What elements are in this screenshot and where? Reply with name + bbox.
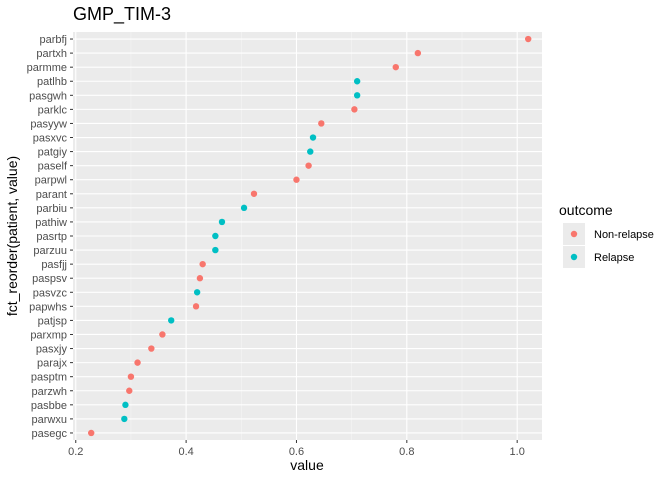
legend-key-relapse (570, 253, 578, 261)
major-gridlines (73, 32, 542, 440)
point-parmme (392, 63, 399, 71)
y-tick-label: pasgwh (29, 90, 67, 102)
legend-key-non-relapse (570, 230, 578, 238)
y-tick-label: pasegc (32, 428, 68, 440)
y-tick-label: pasyyw (30, 118, 67, 130)
y-tick-label: patjsp (38, 315, 67, 327)
y-tick-label: pasfjj (41, 259, 67, 271)
point-papwhs (192, 303, 200, 310)
y-tick-label: parajx (37, 358, 67, 370)
point-parwxu (121, 415, 128, 423)
y-tick-label: parbiu (36, 203, 67, 215)
point-parzwh (126, 387, 133, 394)
point-parant (250, 190, 258, 197)
legend-label: Non-relapse (594, 229, 654, 241)
y-tick-label: parzuu (33, 245, 67, 257)
point-patgiy (307, 148, 314, 155)
y-tick-label: pasptm (31, 372, 67, 384)
point-pasrtp (212, 232, 219, 240)
y-tick-label: pasvzc (33, 287, 68, 299)
x-tick-label: 0.6 (289, 446, 304, 458)
legend-title: outcome (559, 202, 613, 218)
point-parxmp (159, 331, 166, 338)
y-tick-label: patlhb (37, 76, 67, 88)
point-parbfj (525, 35, 532, 43)
point-pasptm (127, 373, 135, 380)
point-partxh (414, 49, 422, 57)
x-tick-label: 0.2 (68, 446, 83, 458)
point-parklc (351, 106, 358, 113)
y-tick-label: pasxvc (33, 133, 68, 145)
point-pasyyw (318, 120, 325, 127)
point-pathiw (218, 218, 226, 226)
y-tick-label: pasxjy (36, 344, 68, 356)
chart-title: GMP_TIM-3 (73, 4, 171, 25)
y-tick-label: parpwl (35, 175, 67, 187)
point-pasegc (88, 429, 95, 437)
point-pasbbe (122, 401, 129, 409)
y-tick-label: patgiy (38, 147, 68, 159)
x-tick-label: 1.0 (510, 446, 525, 458)
data-points (88, 35, 532, 437)
y-tick-label: paspsv (32, 273, 67, 285)
point-patlhb (353, 78, 361, 85)
y-tick-label: pathiw (35, 217, 67, 229)
y-tick-label: paself (38, 161, 68, 173)
y-tick-label: parklc (38, 104, 68, 116)
point-parpwl (293, 176, 300, 183)
point-parajx (134, 359, 141, 366)
x-axis-ticks: 0.2 0.4 0.6 0.8 1.0 (68, 440, 525, 458)
x-axis-title: value (290, 457, 324, 473)
y-tick-label: parzwh (32, 386, 67, 398)
y-tick-label: parwxu (32, 414, 67, 426)
legend-label: Relapse (594, 252, 634, 264)
y-tick-label: pasbbe (31, 400, 67, 412)
x-tick-label: 0.8 (399, 446, 414, 458)
point-pasxvc (309, 134, 317, 141)
point-pasvzc (193, 289, 201, 296)
y-tick-label: pasrtp (36, 231, 67, 243)
y-tick-label: parmme (27, 62, 67, 74)
y-tick-label: parant (36, 189, 67, 201)
point-paself (305, 162, 312, 169)
point-pasxjy (148, 345, 155, 352)
point-parbiu (240, 204, 248, 212)
y-axis-title: fct_reorder(patient, value) (4, 156, 20, 316)
y-tick-label: parbfj (39, 34, 67, 46)
point-paspsv (196, 275, 204, 282)
y-tick-label: partxh (36, 48, 67, 60)
point-pasfjj (199, 260, 206, 268)
point-patjsp (168, 317, 175, 324)
y-axis-ticks: parbfj partxh parmme patlhb pasgwh parklc pasy… (27, 34, 73, 440)
x-tick-label: 0.4 (178, 446, 193, 458)
y-tick-label: parxmp (30, 329, 67, 341)
point-pasgwh (353, 92, 361, 99)
y-tick-label: papwhs (29, 301, 67, 313)
legend: outcome Non-relapse Relapse (559, 202, 654, 268)
point-parzuu (212, 246, 219, 254)
